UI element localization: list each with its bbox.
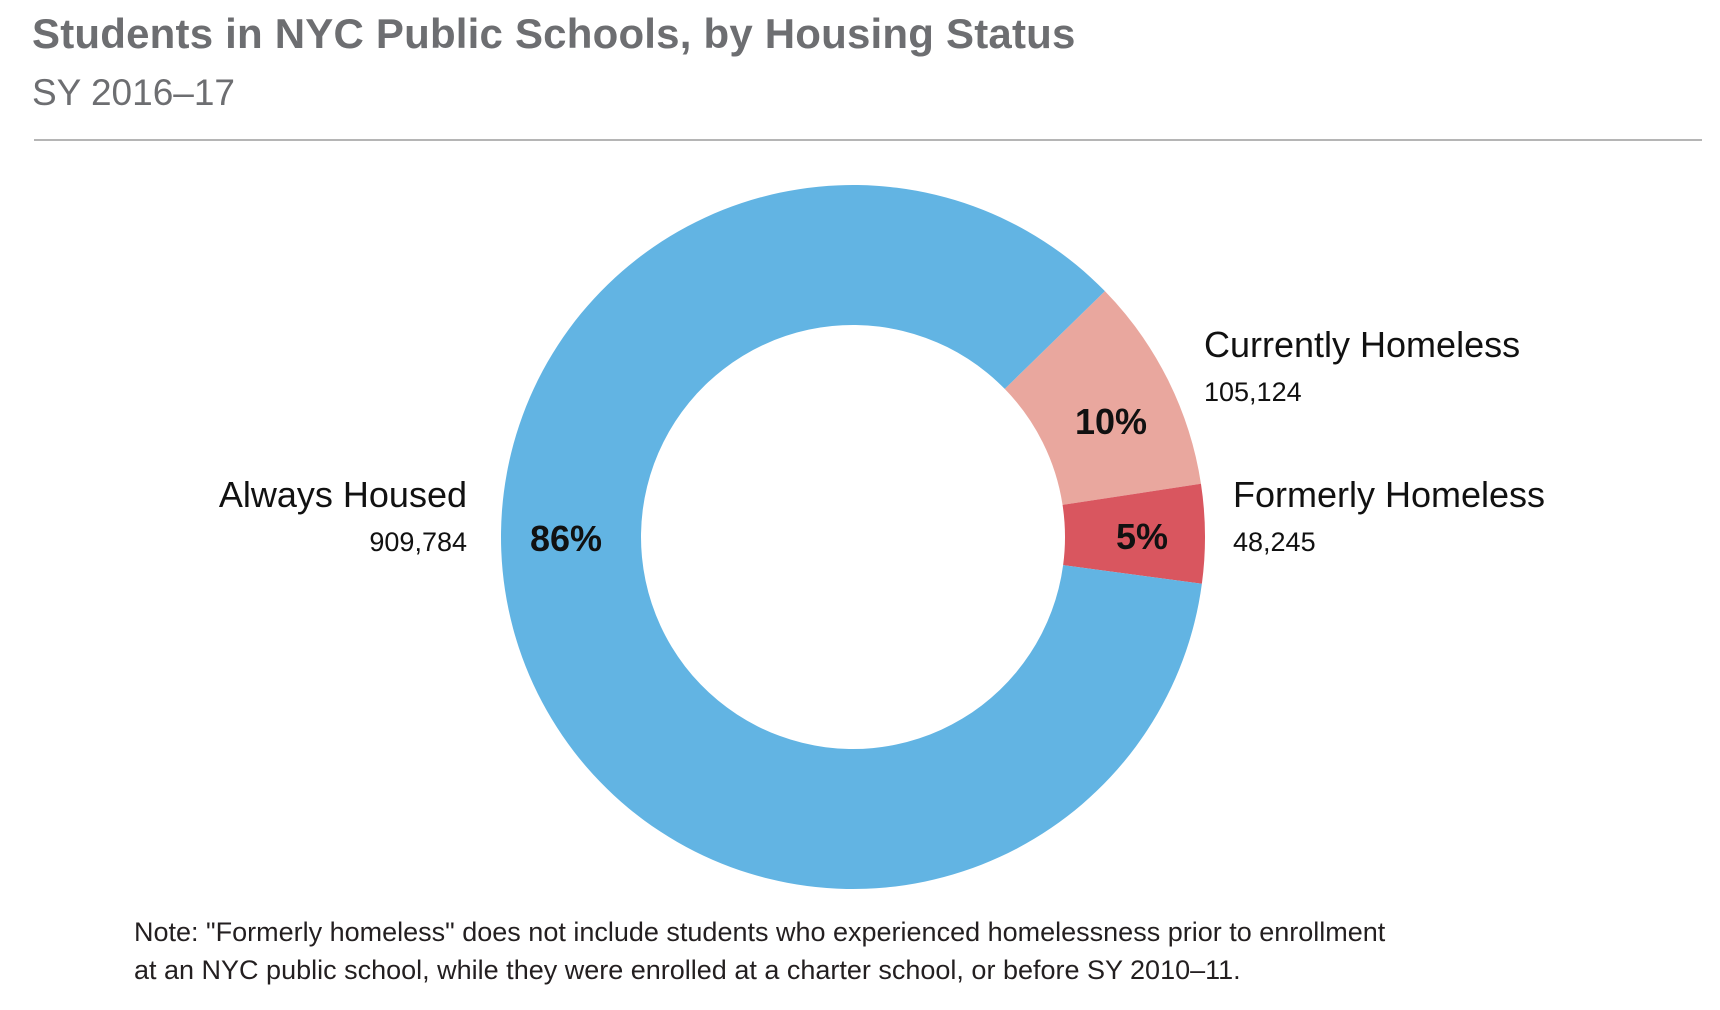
category-label-currently-homeless: Currently Homeless: [1204, 324, 1520, 365]
donut-slice-formerly-homeless: [1062, 483, 1205, 584]
value-label-formerly-homeless: 48,245: [1233, 527, 1316, 557]
chart-subtitle: SY 2016–17: [32, 72, 236, 113]
percent-label-currently-homeless: 10%: [1075, 401, 1147, 442]
value-label-currently-homeless: 105,124: [1204, 377, 1302, 407]
category-label-formerly-homeless: Formerly Homeless: [1233, 474, 1545, 515]
footnote-line-1: Note: "Formerly homeless" does not inclu…: [134, 917, 1386, 947]
header-divider: [34, 139, 1702, 141]
footnote: Note: "Formerly homeless" does not inclu…: [134, 913, 1594, 989]
percent-label-always-housed: 86%: [530, 518, 602, 559]
value-label-always-housed: 909,784: [369, 527, 467, 557]
donut-slice-currently-homeless: [1004, 291, 1201, 505]
donut-slice-always-housed: [501, 184, 1202, 890]
category-label-always-housed: Always Housed: [219, 474, 467, 515]
chart-title: Students in NYC Public Schools, by Housi…: [32, 10, 1076, 57]
footnote-line-2: at an NYC public school, while they were…: [134, 955, 1241, 985]
percent-label-formerly-homeless: 5%: [1116, 516, 1168, 557]
